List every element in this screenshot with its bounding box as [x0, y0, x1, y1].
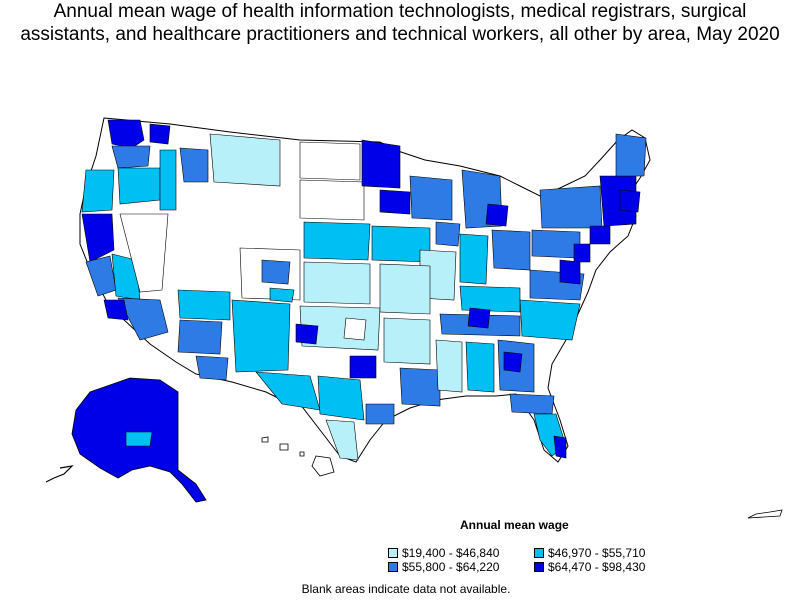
area-north-dakota	[299, 141, 361, 181]
area-seattle	[107, 119, 145, 149]
area-indiana	[459, 233, 489, 285]
map-title: Annual mean wage of health information t…	[0, 0, 800, 46]
area-missouri	[379, 263, 431, 315]
area-oregon-coast	[81, 169, 115, 213]
area-mississippi	[435, 339, 463, 393]
area-texas-central	[317, 375, 365, 421]
legend-item-3: $55,800 - $64,220	[388, 560, 499, 574]
area-kansas	[303, 261, 371, 305]
area-los-angeles	[103, 299, 129, 321]
area-carolinas	[519, 299, 581, 341]
legend-label-2: $46,970 - $55,710	[548, 546, 646, 560]
title-line-1: Annual mean wage of health information t…	[53, 1, 747, 22]
area-florida-north	[509, 393, 555, 415]
area-miami	[553, 435, 567, 459]
legend-swatch-2	[534, 548, 544, 558]
area-new-mexico	[231, 299, 291, 373]
area-boston	[619, 189, 641, 213]
area-louisiana	[399, 367, 441, 407]
area-arizona-phoenix	[177, 319, 223, 355]
area-colorado-springs	[269, 287, 295, 303]
area-alabama	[465, 341, 495, 393]
area-oklahoma-city	[343, 317, 367, 341]
area-minneapolis	[379, 189, 411, 215]
area-kentucky	[459, 285, 521, 313]
area-philadelphia	[573, 243, 591, 263]
legend-title: Annual mean wage	[460, 518, 569, 532]
title-line-2: assistants, and healthcare practitioners…	[20, 24, 780, 45]
area-oregon-east	[117, 167, 161, 205]
area-new-york	[539, 185, 603, 229]
legend-swatch-4	[534, 562, 544, 572]
area-arkansas	[383, 317, 431, 365]
area-arizona-tucson	[195, 355, 229, 381]
area-arizona-north	[177, 289, 231, 321]
area-atlanta	[503, 351, 523, 373]
area-new-york-city	[589, 225, 611, 245]
area-houston	[365, 403, 395, 425]
legend-label-1: $19,400 - $46,840	[402, 546, 500, 560]
area-maine	[615, 133, 647, 177]
puerto-rico	[747, 509, 783, 519]
area-amarillo	[295, 323, 319, 345]
legend-swatch-3	[388, 562, 398, 572]
legend-label-3: $55,800 - $64,220	[402, 560, 500, 574]
legend-item-4: $64,470 - $98,430	[534, 560, 645, 574]
legend-item-1: $19,400 - $46,840	[388, 546, 499, 560]
area-denver	[261, 259, 291, 285]
area-idaho-west	[159, 149, 177, 211]
area-south-dakota	[299, 179, 365, 221]
area-dc-baltimore	[559, 259, 581, 285]
legend-item-2: $46,970 - $55,710	[534, 546, 645, 560]
area-ohio	[491, 229, 531, 271]
area-nebraska	[303, 221, 371, 261]
area-spokane	[149, 123, 171, 145]
alaska-anchorage	[125, 431, 153, 447]
area-chicago	[435, 221, 461, 247]
area-wisconsin	[409, 175, 453, 221]
area-montana-east	[209, 133, 281, 187]
area-nashville	[467, 307, 491, 329]
area-dallas	[349, 355, 377, 379]
no-data-note: Blank areas indicate data not available.	[301, 582, 511, 596]
legend-label-4: $64,470 - $98,430	[548, 560, 646, 574]
area-california-north	[81, 213, 115, 263]
area-montana-west	[179, 147, 209, 183]
area-nevada	[119, 213, 169, 293]
area-pennsylvania	[531, 229, 581, 259]
area-south-texas	[325, 419, 359, 461]
hawaii	[261, 436, 335, 477]
legend-swatch-1	[388, 548, 398, 558]
alaska-aleutians	[45, 465, 74, 483]
area-minnesota-north	[361, 139, 401, 189]
area-washington-central	[111, 145, 151, 169]
area-california-south	[117, 297, 169, 341]
area-detroit	[485, 203, 509, 227]
